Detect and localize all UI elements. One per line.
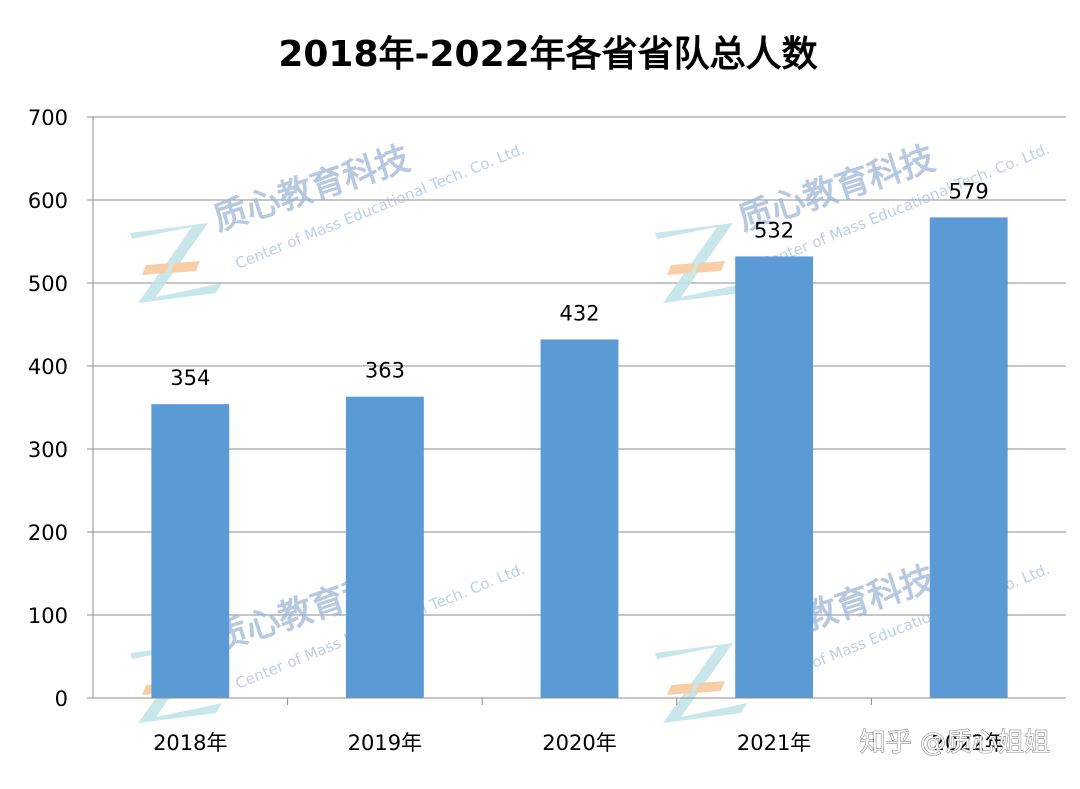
x-tick-label: 2020年 <box>542 731 616 755</box>
data-label: 579 <box>949 179 989 203</box>
bar <box>345 396 424 698</box>
data-labels: 354 363 432 532 579 <box>170 179 988 390</box>
data-label: 363 <box>365 359 405 383</box>
y-tick-label: 700 <box>28 106 68 130</box>
x-tick-label: 2022年 <box>931 731 1005 755</box>
data-label: 354 <box>170 366 210 390</box>
x-tick-label: 2018年 <box>153 731 227 755</box>
y-tick-label: 100 <box>28 604 68 628</box>
axes <box>87 116 1066 705</box>
x-tick-labels: 2018年 2019年 2020年 2021年 2022年 <box>153 731 1006 755</box>
y-tick-label: 0 <box>55 687 68 711</box>
chart-title: 2018年-2022年各省省队总人数 <box>278 34 817 75</box>
z-logo-icon <box>130 223 222 303</box>
y-tick-label: 300 <box>28 438 68 462</box>
y-tick-label: 200 <box>28 521 68 545</box>
x-tick-label: 2019年 <box>348 731 422 755</box>
bar <box>151 404 230 698</box>
bar <box>735 256 814 698</box>
y-tick-label: 600 <box>28 189 68 213</box>
data-label: 532 <box>754 218 794 242</box>
z-logo-icon <box>655 643 747 723</box>
z-logo-icon <box>655 223 747 303</box>
data-label: 432 <box>559 301 599 325</box>
y-tick-labels: 0 100 200 300 400 500 600 700 <box>28 106 68 711</box>
y-tick-label: 500 <box>28 272 68 296</box>
x-tick-label: 2021年 <box>737 731 811 755</box>
bar <box>929 217 1008 698</box>
bars <box>151 217 1008 698</box>
source-watermark: 知乎 @质心姐姐 <box>860 728 1050 758</box>
y-tick-label: 400 <box>28 355 68 379</box>
bar <box>540 339 619 698</box>
